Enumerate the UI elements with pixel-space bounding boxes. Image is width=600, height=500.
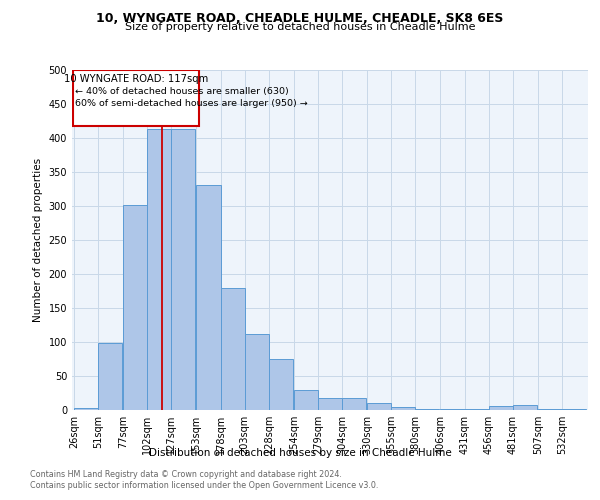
Bar xyxy=(294,390,318,410)
Bar xyxy=(464,408,488,410)
Y-axis label: Number of detached properties: Number of detached properties xyxy=(33,158,43,322)
Text: Size of property relative to detached houses in Cheadle Hulme: Size of property relative to detached ho… xyxy=(125,22,475,32)
Text: Contains public sector information licensed under the Open Government Licence v3: Contains public sector information licen… xyxy=(30,481,379,490)
Text: 10 WYNGATE ROAD: 117sqm: 10 WYNGATE ROAD: 117sqm xyxy=(64,74,208,84)
Bar xyxy=(74,408,98,410)
Bar xyxy=(440,408,464,410)
Bar xyxy=(342,398,366,410)
Bar xyxy=(123,204,147,410)
Text: 60% of semi-detached houses are larger (950) →: 60% of semi-detached houses are larger (… xyxy=(75,100,308,108)
Bar xyxy=(73,70,199,126)
Bar xyxy=(98,342,122,410)
Bar xyxy=(172,129,196,410)
Bar xyxy=(245,334,269,410)
Bar xyxy=(269,359,293,410)
Bar xyxy=(367,402,391,410)
Bar xyxy=(196,185,221,410)
Bar xyxy=(318,398,342,410)
Bar xyxy=(391,406,415,410)
Bar xyxy=(562,408,586,410)
Bar xyxy=(488,406,513,410)
Bar xyxy=(538,408,562,410)
Text: Distribution of detached houses by size in Cheadle Hulme: Distribution of detached houses by size … xyxy=(149,448,451,458)
Bar xyxy=(415,408,439,410)
Bar xyxy=(147,129,172,410)
Bar xyxy=(513,404,537,410)
Bar xyxy=(221,288,245,410)
Text: 10, WYNGATE ROAD, CHEADLE HULME, CHEADLE, SK8 6ES: 10, WYNGATE ROAD, CHEADLE HULME, CHEADLE… xyxy=(97,12,503,26)
Text: ← 40% of detached houses are smaller (630): ← 40% of detached houses are smaller (63… xyxy=(75,88,289,96)
Text: Contains HM Land Registry data © Crown copyright and database right 2024.: Contains HM Land Registry data © Crown c… xyxy=(30,470,342,479)
